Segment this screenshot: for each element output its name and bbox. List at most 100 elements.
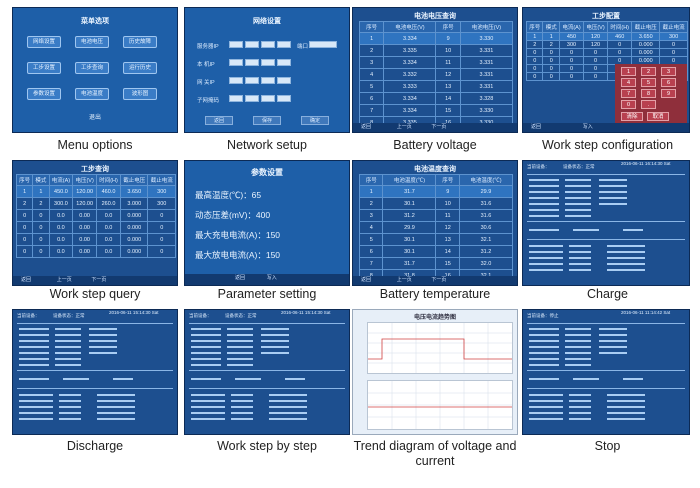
keypad-key[interactable]: 0: [621, 100, 636, 109]
table-row: 1 1 450.0 120.00 460.0 3.650 300: [15, 185, 176, 198]
keypad-key[interactable]: 清除: [621, 112, 643, 121]
stop-screen: 当前设备：停止 2016-06-11 11:14:42 Sat: [522, 309, 690, 435]
status-text-line: [529, 197, 559, 199]
param-value[interactable]: 400: [255, 210, 271, 220]
ip-box[interactable]: [229, 95, 243, 102]
menu-button-step-query[interactable]: 工步查询: [75, 62, 109, 74]
ip-box[interactable]: [229, 77, 243, 84]
footer-back-button[interactable]: 返回: [361, 124, 372, 130]
footer-next-button[interactable]: 下一页: [431, 277, 447, 283]
ip-box[interactable]: [277, 59, 291, 66]
status-text-line: [55, 352, 81, 354]
ip-box[interactable]: [277, 41, 291, 48]
network-ok-button[interactable]: 确定: [301, 116, 329, 125]
ip-box[interactable]: [245, 59, 259, 66]
status-text-line: [227, 340, 253, 342]
table-cell: 0.000: [120, 245, 149, 258]
ip-box[interactable]: [277, 77, 291, 84]
table-cell: 6: [358, 92, 385, 105]
status-divider: [527, 239, 685, 240]
status-text-line: [599, 352, 627, 354]
footer-prev-button[interactable]: 上一页: [56, 277, 72, 283]
keypad-key[interactable]: 3: [661, 67, 676, 76]
status-text-line: [97, 412, 135, 414]
menu-button-waveform[interactable]: 波形图: [123, 88, 157, 100]
status-text-line: [565, 340, 591, 342]
status-text-line: [565, 185, 591, 187]
ip-box[interactable]: [245, 41, 259, 48]
ip-box[interactable]: [277, 95, 291, 102]
menu-button-network[interactable]: 网络设置: [27, 36, 61, 48]
param-value[interactable]: 150: [265, 230, 281, 240]
step-screen: 当前设备： 设备状态：正常 2016-06-11 15:14:30 Sat: [184, 309, 350, 435]
footer-back-button[interactable]: 返回: [361, 277, 372, 283]
footer-back-button[interactable]: 返回: [531, 124, 542, 130]
status-divider: [17, 370, 173, 371]
menu-button-temperature[interactable]: 电池温度: [75, 88, 109, 100]
ip-box[interactable]: [229, 59, 243, 66]
keypad-key[interactable]: 8: [641, 89, 656, 98]
table-cell: 1: [358, 32, 385, 45]
footer-prev-button[interactable]: 上一页: [396, 124, 412, 130]
status-text-line: [227, 352, 253, 354]
status-text-line: [607, 269, 645, 271]
column-header: 截止电流: [659, 21, 688, 33]
footer-back-button[interactable]: 返回: [21, 277, 32, 283]
network-back-button[interactable]: 返回: [205, 116, 233, 125]
status-text-line: [261, 334, 289, 336]
footer-next-button[interactable]: 下一页: [431, 124, 447, 130]
menu-button-voltage[interactable]: 电池电压: [75, 36, 109, 48]
ip-box[interactable]: [261, 59, 275, 66]
footer-back-button[interactable]: 返回: [235, 275, 246, 281]
ip-box[interactable]: [245, 77, 259, 84]
keypad-key[interactable]: .: [641, 100, 656, 109]
status-text-line: [529, 364, 559, 366]
ip-box[interactable]: [229, 41, 243, 48]
ip-box[interactable]: [261, 95, 275, 102]
ip-box[interactable]: [261, 77, 275, 84]
menu-screen: 菜单选项 网络设置 电池电压 历史故障 工步设置 工步查询 运行历史 参数设置 …: [12, 7, 178, 133]
column-header: 序号: [435, 21, 461, 33]
status-text-line: [97, 418, 135, 420]
status-text-line: [59, 412, 81, 414]
table-cell: 3.330: [459, 104, 514, 117]
port-box[interactable]: [309, 41, 337, 48]
footer-prev-button[interactable]: 上一页: [396, 277, 412, 283]
keypad-key[interactable]: 4: [621, 78, 636, 87]
status-divider: [189, 388, 345, 389]
footer-next-button[interactable]: 下一页: [91, 277, 107, 283]
menu-exit-button[interactable]: 退出: [89, 115, 102, 121]
param-value[interactable]: 65: [251, 190, 262, 200]
menu-button-history-fault[interactable]: 历史故障: [123, 36, 157, 48]
menu-button-params[interactable]: 参数设置: [27, 88, 61, 100]
status-text-line: [599, 346, 627, 348]
status-text-line: [569, 257, 591, 259]
status-text-line: [191, 346, 221, 348]
cell-trend: 电压电流趋势图: [350, 309, 520, 487]
status-divider: [527, 323, 685, 324]
table-cell: 0.00: [72, 221, 97, 234]
table-cell: 0: [147, 245, 176, 258]
status-text-line: [565, 352, 591, 354]
keypad-key[interactable]: 1: [621, 67, 636, 76]
menu-button-step-setup[interactable]: 工步设置: [27, 62, 61, 74]
footer-write-button[interactable]: 写入: [582, 124, 593, 130]
ip-box[interactable]: [245, 95, 259, 102]
param-value[interactable]: 150: [265, 250, 281, 260]
keypad-key[interactable]: 2: [641, 67, 656, 76]
status-divider: [527, 174, 685, 175]
status-text-line: [191, 352, 221, 354]
footer-write-button[interactable]: 写入: [266, 275, 277, 281]
column-header: 电流(A): [558, 21, 585, 33]
network-save-button[interactable]: 保存: [253, 116, 281, 125]
keypad-key[interactable]: 6: [661, 78, 676, 87]
keypad-key[interactable]: 取消: [647, 112, 669, 121]
keypad-key[interactable]: 7: [621, 89, 636, 98]
status-text-line: [565, 328, 591, 330]
status-text-line: [529, 334, 559, 336]
keypad-key[interactable]: 5: [641, 78, 656, 87]
keypad-key[interactable]: 9: [661, 89, 676, 98]
status-text-line: [113, 378, 133, 380]
menu-button-run-history[interactable]: 运行历史: [123, 62, 157, 74]
ip-box[interactable]: [261, 41, 275, 48]
